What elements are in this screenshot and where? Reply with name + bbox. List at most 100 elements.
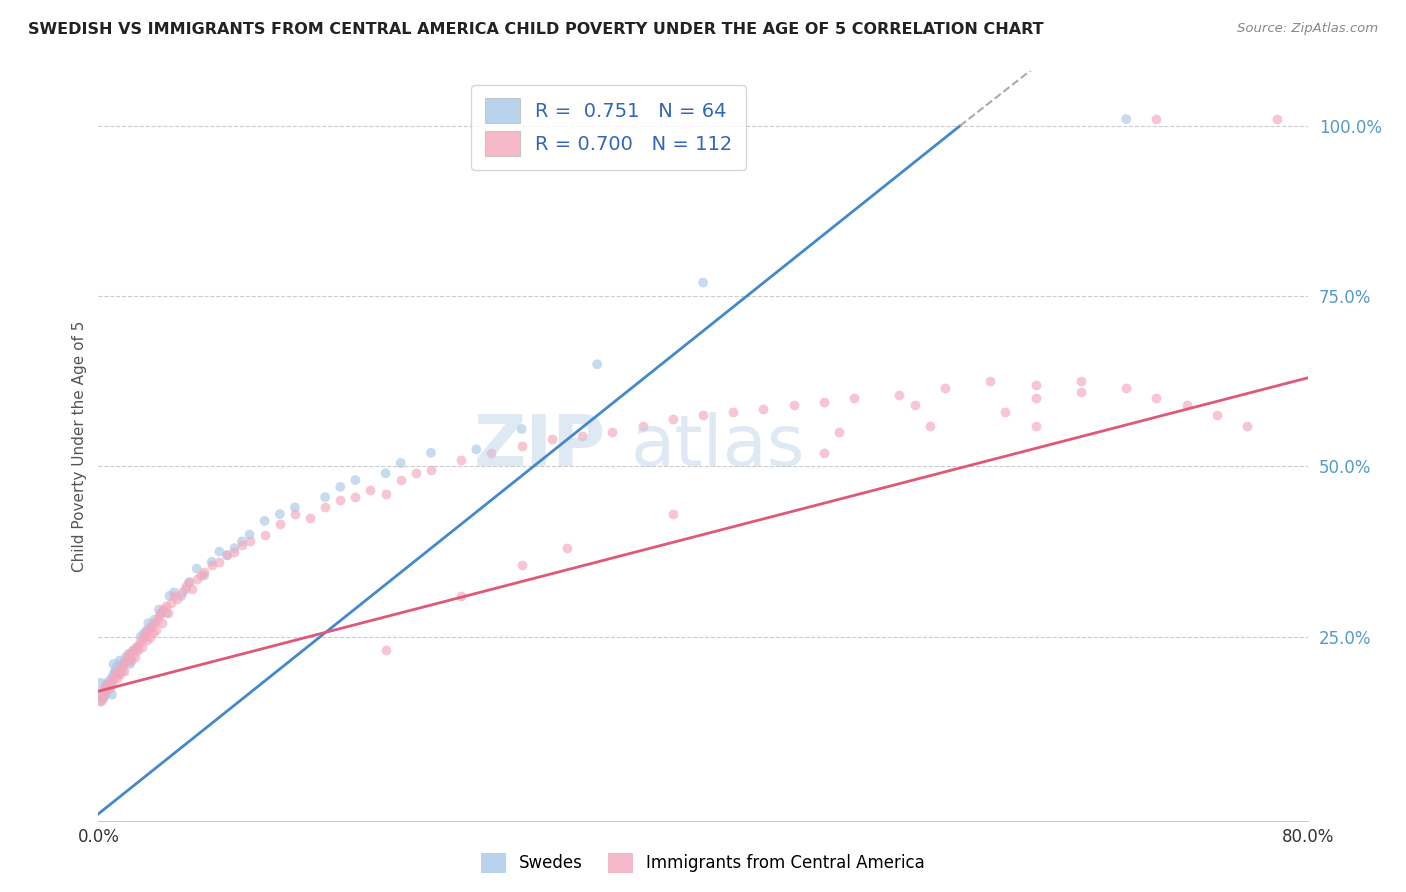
Point xyxy=(141,619,163,633)
Point xyxy=(131,640,153,654)
Point xyxy=(1115,112,1137,126)
Point xyxy=(208,555,231,569)
Point xyxy=(374,486,396,500)
Point xyxy=(813,446,835,460)
Point xyxy=(231,538,253,552)
Point xyxy=(224,544,246,558)
Point xyxy=(1024,418,1046,433)
Point xyxy=(121,647,143,661)
Point xyxy=(752,401,775,416)
Point xyxy=(145,623,167,637)
Point xyxy=(93,681,115,695)
Point xyxy=(155,599,177,613)
Point xyxy=(420,446,443,460)
Point xyxy=(112,657,135,671)
Point xyxy=(450,452,472,467)
Point xyxy=(96,681,118,695)
Point xyxy=(190,568,212,582)
Point xyxy=(174,579,197,593)
Point xyxy=(844,392,866,406)
Point xyxy=(100,681,122,695)
Point xyxy=(101,688,124,702)
Point xyxy=(159,589,181,603)
Point xyxy=(1144,392,1167,406)
Point xyxy=(284,500,307,515)
Point xyxy=(156,606,179,620)
Point xyxy=(783,398,806,412)
Point xyxy=(108,654,131,668)
Point xyxy=(201,558,224,573)
Point xyxy=(253,514,276,528)
Point xyxy=(104,667,127,681)
Point xyxy=(120,657,142,671)
Point xyxy=(979,374,1001,388)
Point xyxy=(127,640,149,654)
Point xyxy=(118,647,141,661)
Point xyxy=(141,619,163,633)
Point xyxy=(96,677,118,691)
Point xyxy=(215,548,238,562)
Point xyxy=(329,480,352,494)
Point xyxy=(124,650,146,665)
Point xyxy=(143,616,166,631)
Point xyxy=(889,388,911,402)
Point xyxy=(1206,409,1229,423)
Point xyxy=(101,677,124,691)
Point xyxy=(134,626,156,640)
Point xyxy=(1070,384,1092,399)
Point xyxy=(160,596,183,610)
Point xyxy=(1115,381,1137,395)
Point xyxy=(101,671,124,685)
Point xyxy=(105,660,128,674)
Point xyxy=(89,681,111,695)
Point xyxy=(828,425,851,440)
Point xyxy=(111,664,134,678)
Point xyxy=(150,606,173,620)
Point xyxy=(1267,112,1289,126)
Text: Source: ZipAtlas.com: Source: ZipAtlas.com xyxy=(1237,22,1378,36)
Point xyxy=(115,650,138,665)
Point xyxy=(661,507,683,521)
Point xyxy=(661,411,683,425)
Point xyxy=(179,575,201,590)
Point xyxy=(132,630,155,644)
Point xyxy=(93,684,115,698)
Point xyxy=(142,626,165,640)
Point xyxy=(103,667,125,681)
Point xyxy=(510,558,533,573)
Point xyxy=(148,602,170,616)
Point xyxy=(152,602,174,616)
Point xyxy=(100,673,122,688)
Point xyxy=(179,575,201,590)
Point xyxy=(91,691,114,706)
Point xyxy=(90,694,112,708)
Point xyxy=(107,664,129,678)
Point xyxy=(181,582,204,596)
Point xyxy=(215,548,238,562)
Point xyxy=(344,490,367,504)
Point xyxy=(1144,112,1167,126)
Point xyxy=(98,673,121,688)
Point xyxy=(586,357,609,371)
Point xyxy=(1024,377,1046,392)
Point xyxy=(329,493,352,508)
Point xyxy=(934,381,956,395)
Point xyxy=(284,507,307,521)
Point xyxy=(170,589,193,603)
Point xyxy=(103,657,125,671)
Text: ZIP: ZIP xyxy=(474,411,606,481)
Point xyxy=(104,664,127,678)
Text: SWEDISH VS IMMIGRANTS FROM CENTRAL AMERICA CHILD POVERTY UNDER THE AGE OF 5 CORR: SWEDISH VS IMMIGRANTS FROM CENTRAL AMERI… xyxy=(28,22,1043,37)
Legend: R =  0.751   N = 64, R = 0.700   N = 112: R = 0.751 N = 64, R = 0.700 N = 112 xyxy=(471,85,747,169)
Point xyxy=(1070,374,1092,388)
Point xyxy=(904,398,927,412)
Point xyxy=(136,616,159,631)
Point xyxy=(193,568,215,582)
Point xyxy=(129,630,152,644)
Point xyxy=(239,534,262,549)
Point xyxy=(555,541,578,556)
Point xyxy=(139,630,162,644)
Point xyxy=(186,572,208,586)
Point xyxy=(105,671,128,685)
Point xyxy=(186,561,208,575)
